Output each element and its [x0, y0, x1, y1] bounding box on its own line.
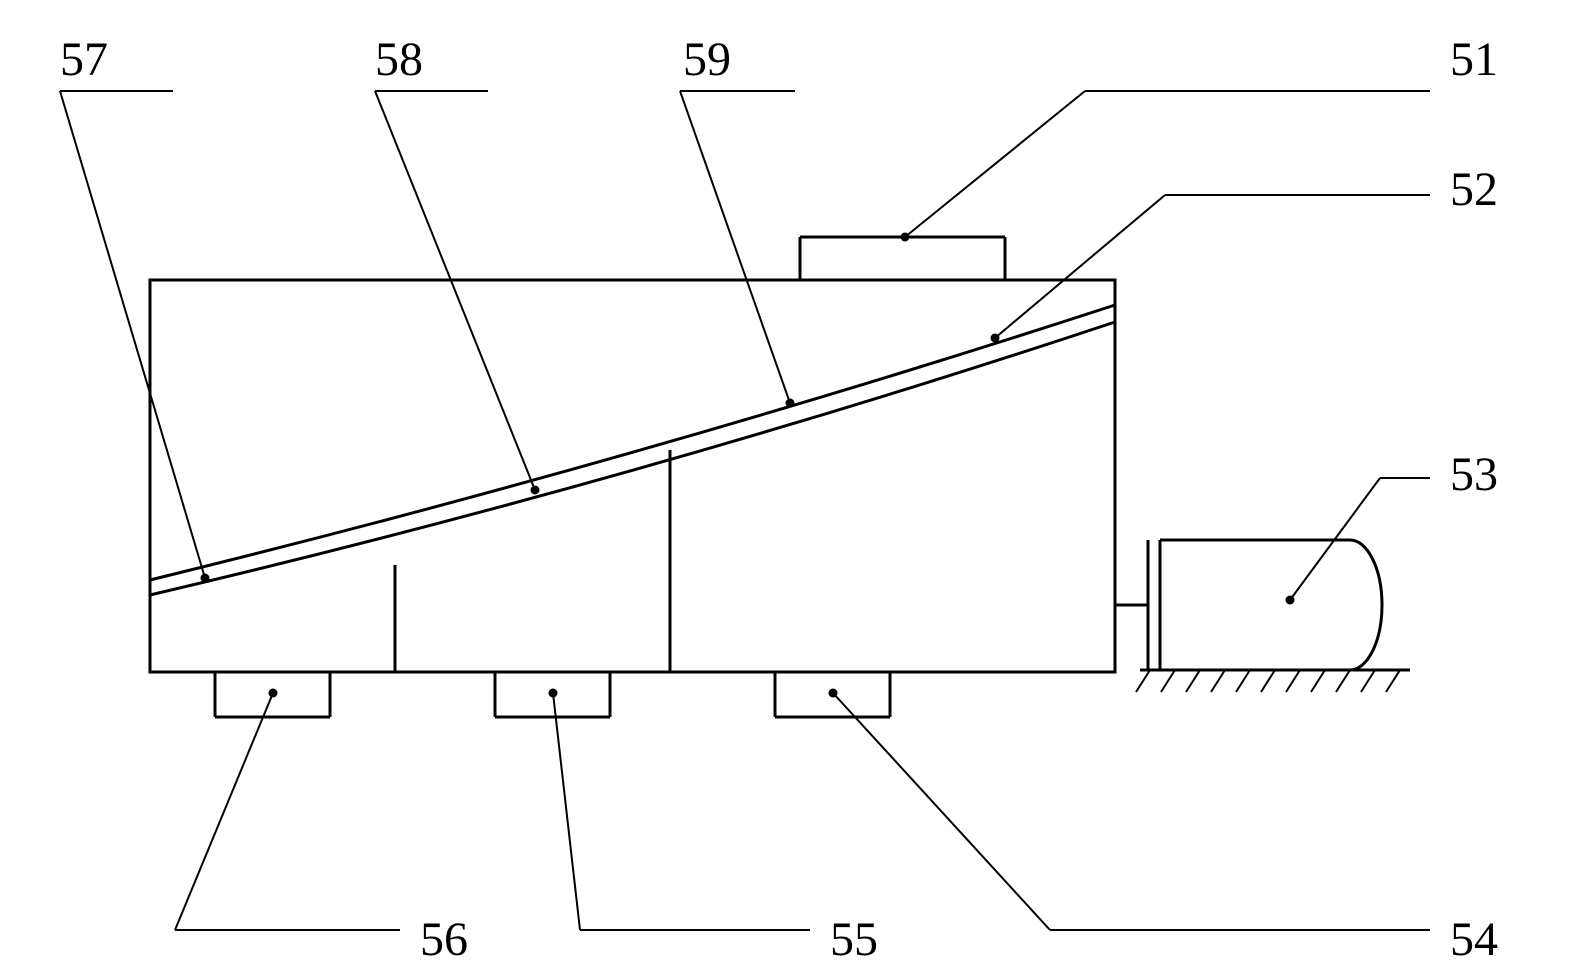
leader-51-dot — [901, 233, 910, 242]
ground-hatch — [1236, 670, 1250, 692]
leader-56-diag — [175, 693, 273, 930]
screen-lower — [150, 322, 1115, 595]
ground-hatch — [1161, 670, 1175, 692]
housing-box — [150, 280, 1115, 672]
label-t56: 56 — [420, 913, 468, 966]
leader-57-dot — [201, 574, 210, 583]
label-t54: 54 — [1450, 913, 1498, 966]
leader-52-dot — [991, 334, 1000, 343]
leader-55-dot — [549, 689, 558, 698]
screen-upper — [150, 305, 1115, 580]
label-t59: 59 — [683, 33, 731, 86]
ground-hatch — [1136, 670, 1150, 692]
leader-57-diag — [60, 91, 205, 578]
leader-53-dot — [1286, 596, 1295, 605]
leader-54-dot — [829, 689, 838, 698]
leader-51-diag — [905, 91, 1085, 237]
leader-58-diag — [375, 91, 535, 490]
ground-hatch — [1361, 670, 1375, 692]
leader-54-diag — [833, 693, 1050, 930]
ground-hatch — [1311, 670, 1325, 692]
leader-58-dot — [531, 486, 540, 495]
leader-59-dot — [786, 399, 795, 408]
label-t53: 53 — [1450, 448, 1498, 501]
label-t52: 52 — [1450, 163, 1498, 216]
ground-hatch — [1211, 670, 1225, 692]
label-t51: 51 — [1450, 33, 1498, 86]
label-t55: 55 — [830, 913, 878, 966]
leader-55-diag — [553, 693, 580, 930]
leader-56-dot — [269, 689, 278, 698]
ground-hatch — [1186, 670, 1200, 692]
label-t58: 58 — [375, 33, 423, 86]
ground-hatch — [1286, 670, 1300, 692]
ground-hatch — [1386, 670, 1400, 692]
ground-hatch — [1336, 670, 1350, 692]
motor-endcap — [1350, 540, 1382, 670]
leader-59-diag — [680, 91, 790, 403]
ground-hatch — [1261, 670, 1275, 692]
label-t57: 57 — [60, 33, 108, 86]
